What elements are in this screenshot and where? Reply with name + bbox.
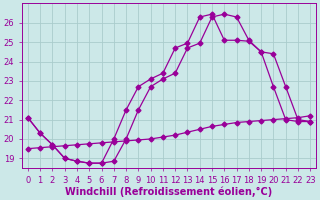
X-axis label: Windchill (Refroidissement éolien,°C): Windchill (Refroidissement éolien,°C)	[65, 186, 273, 197]
